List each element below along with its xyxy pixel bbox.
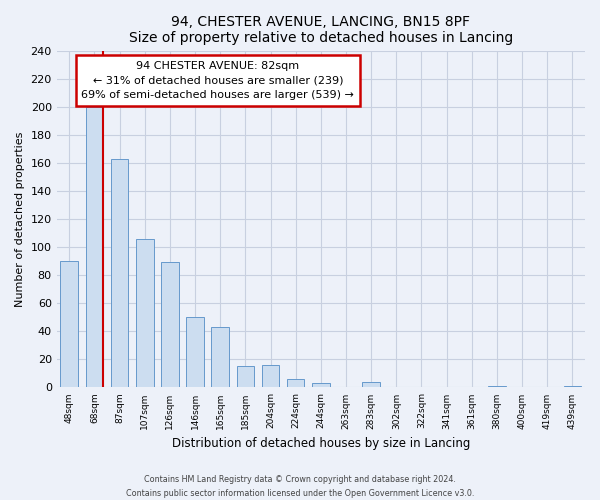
Bar (262, 365, 280, 388)
Bar (161, 262, 179, 388)
Title: 94, CHESTER AVENUE, LANCING, BN15 8PF
Size of property relative to detached hous: 94, CHESTER AVENUE, LANCING, BN15 8PF Si… (129, 15, 513, 45)
Bar (211, 327, 229, 388)
Bar (111, 158, 128, 388)
Bar (236, 366, 254, 388)
Bar (362, 382, 380, 388)
Bar (563, 386, 581, 388)
Text: Contains HM Land Registry data © Crown copyright and database right 2024.
Contai: Contains HM Land Registry data © Crown c… (126, 476, 474, 498)
Bar (312, 383, 329, 388)
Bar (287, 379, 304, 388)
Bar (136, 238, 154, 388)
Bar (186, 317, 204, 388)
Bar (86, 106, 103, 388)
Text: 94 CHESTER AVENUE: 82sqm
← 31% of detached houses are smaller (239)
69% of semi-: 94 CHESTER AVENUE: 82sqm ← 31% of detach… (82, 60, 354, 100)
X-axis label: Distribution of detached houses by size in Lancing: Distribution of detached houses by size … (172, 437, 470, 450)
Bar (61, 261, 78, 388)
Bar (488, 386, 506, 388)
Y-axis label: Number of detached properties: Number of detached properties (15, 132, 25, 306)
